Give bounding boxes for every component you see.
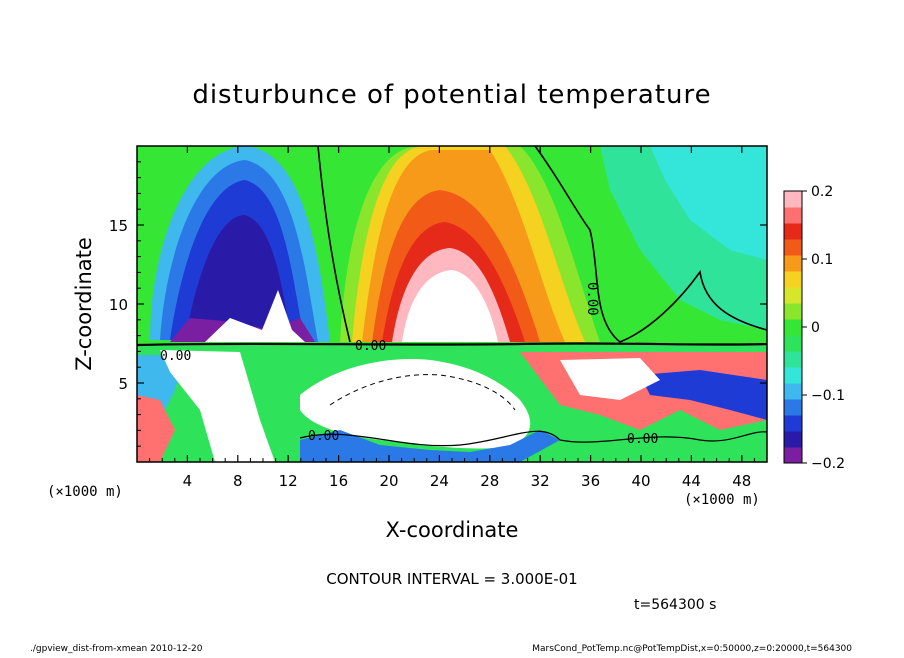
x-tick-label: 24 bbox=[430, 472, 449, 490]
lower-mid-white bbox=[300, 359, 531, 449]
chart-title: disturbunce of potential temperature bbox=[192, 80, 711, 110]
colorbar-tick-label: −0.2 bbox=[811, 456, 845, 472]
colorbar-swatch bbox=[784, 303, 802, 320]
x-tick-label: 12 bbox=[279, 472, 298, 490]
right-cold-band bbox=[650, 146, 767, 260]
contour-label-left: 0.00 bbox=[160, 349, 191, 364]
lower-left-pink bbox=[137, 395, 175, 462]
colorbar-swatch bbox=[784, 271, 802, 288]
x-tick-label: 20 bbox=[379, 472, 398, 490]
y-axis-label: Z-coordinate bbox=[72, 237, 96, 371]
colorbar-swatch bbox=[784, 431, 802, 448]
contour-label-middle: 0.00 bbox=[355, 339, 386, 354]
colorbar-tick-label: 0.2 bbox=[811, 184, 833, 200]
x-tick-label: 44 bbox=[682, 472, 701, 490]
zero-contour-left bbox=[317, 146, 351, 343]
colorbar-swatch bbox=[784, 191, 802, 208]
colorbar-swatch bbox=[784, 415, 802, 432]
lower-contour bbox=[299, 430, 767, 447]
y-tick-label: 10 bbox=[109, 296, 128, 314]
colorbar bbox=[784, 191, 802, 464]
x-unit-right: (×1000 m) bbox=[684, 492, 760, 508]
footer-right: MarsCond_PotTemp.nc@PotTempDist,x=0:5000… bbox=[532, 644, 852, 654]
contour-label-lower-right: 0.00 bbox=[627, 432, 658, 447]
colorbar-swatch bbox=[784, 223, 802, 240]
colorbar-swatch bbox=[784, 367, 802, 384]
x-unit-left: (×1000 m) bbox=[47, 484, 123, 500]
colorbar-swatch bbox=[784, 447, 802, 464]
y-axis-ticks: 5 10 15 bbox=[109, 161, 767, 447]
lower-left-white bbox=[160, 350, 275, 462]
cold-plume-white bbox=[205, 290, 305, 342]
lower-right-cold bbox=[640, 370, 767, 420]
lower-right-white bbox=[560, 358, 660, 400]
contour-interval: CONTOUR INTERVAL = 3.000E-01 bbox=[326, 570, 577, 588]
x-tick-label: 40 bbox=[631, 472, 650, 490]
y-tick-label: 15 bbox=[109, 217, 128, 235]
x-axis-ticks: 4 8 12 16 20 24 28 32 36 40 44 48 bbox=[149, 146, 755, 490]
colorbar-ticks: 0.2 0.1 0 −0.1 −0.2 bbox=[802, 184, 845, 472]
colorbar-swatch bbox=[784, 399, 802, 416]
colorbar-swatch bbox=[784, 351, 802, 368]
lower-mid-cold bbox=[300, 430, 560, 462]
x-tick-label: 8 bbox=[233, 472, 243, 490]
lower-dashed-contour bbox=[329, 374, 516, 411]
x-tick-label: 16 bbox=[329, 472, 348, 490]
colorbar-swatch bbox=[784, 255, 802, 272]
footer-left: ./gpview_dist-from-xmean 2010-12-20 bbox=[30, 644, 203, 654]
colorbar-tick-label: 0.1 bbox=[811, 252, 833, 268]
temperature-field bbox=[137, 146, 767, 462]
colorbar-swatch bbox=[784, 383, 802, 400]
colorbar-swatch bbox=[784, 239, 802, 256]
colorbar-tick-label: 0 bbox=[811, 320, 820, 336]
colorbar-swatch bbox=[784, 319, 802, 336]
x-axis-label: X-coordinate bbox=[386, 518, 519, 542]
contour-label-lower-left: 0.00 bbox=[308, 429, 339, 444]
x-tick-label: 4 bbox=[183, 472, 193, 490]
x-tick-label: 28 bbox=[480, 472, 499, 490]
cold-plume-core bbox=[185, 215, 292, 342]
y-tick-label: 5 bbox=[118, 375, 128, 393]
contour-label-top: 0.00 bbox=[584, 282, 600, 316]
colorbar-swatch bbox=[784, 207, 802, 224]
x-tick-label: 36 bbox=[581, 472, 600, 490]
colorbar-swatch bbox=[784, 335, 802, 352]
colorbar-swatch bbox=[784, 287, 802, 304]
interface-line bbox=[137, 342, 767, 347]
colorbar-tick-label: −0.1 bbox=[811, 388, 845, 404]
warm-plume-white bbox=[402, 270, 498, 342]
time-label: t=564300 s bbox=[634, 597, 716, 613]
x-tick-label: 48 bbox=[732, 472, 751, 490]
zero-contour-right bbox=[534, 146, 767, 343]
x-tick-label: 32 bbox=[531, 472, 550, 490]
